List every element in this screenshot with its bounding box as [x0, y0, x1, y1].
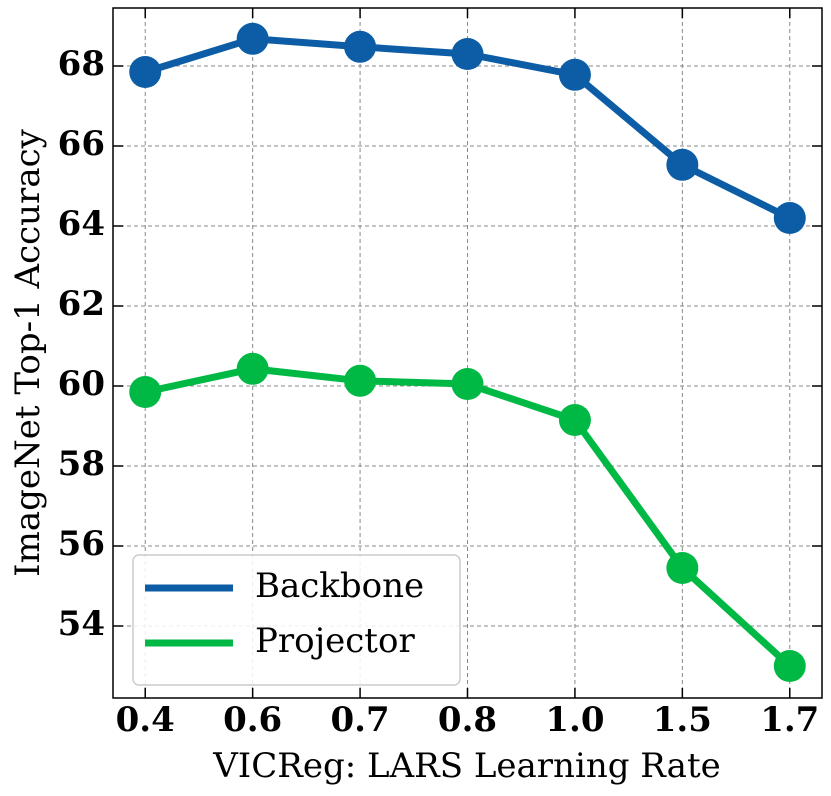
y-tick-label: 56	[58, 524, 105, 564]
x-tick-label: 0.7	[330, 700, 389, 740]
y-axis-label: ImageNet Top-1 Accuracy	[8, 128, 48, 576]
data-point	[344, 364, 377, 397]
y-tick-label: 66	[58, 124, 105, 164]
y-tick-label: 68	[58, 44, 105, 84]
y-tick-label: 60	[58, 364, 105, 404]
x-tick-label: 0.4	[116, 700, 175, 740]
x-tick-label: 1.5	[653, 700, 712, 740]
data-point	[558, 404, 591, 436]
y-tick-label: 54	[58, 604, 105, 644]
data-point	[558, 58, 591, 91]
x-tick-label: 1.7	[760, 700, 819, 740]
data-point	[129, 56, 162, 88]
legend-label: Backbone	[255, 566, 424, 606]
data-point	[129, 376, 162, 408]
data-point	[344, 30, 377, 63]
data-point	[666, 148, 699, 181]
data-point	[773, 202, 806, 234]
data-point	[773, 650, 806, 682]
data-point	[236, 352, 269, 385]
x-tick-label: 0.6	[223, 700, 282, 740]
y-tick-label: 58	[58, 444, 105, 484]
x-tick-label: 0.8	[438, 700, 497, 740]
x-axis-label: VICReg: LARS Learning Rate	[212, 746, 720, 786]
data-point	[451, 368, 484, 400]
legend-label: Projector	[255, 621, 415, 661]
plot-frame	[112, 7, 823, 699]
y-tick-label: 64	[58, 204, 105, 244]
y-tick-label: 62	[58, 284, 105, 324]
data-point	[451, 38, 484, 70]
x-tick-label: 1.0	[545, 700, 604, 740]
data-point	[666, 552, 699, 584]
data-point	[236, 22, 269, 55]
